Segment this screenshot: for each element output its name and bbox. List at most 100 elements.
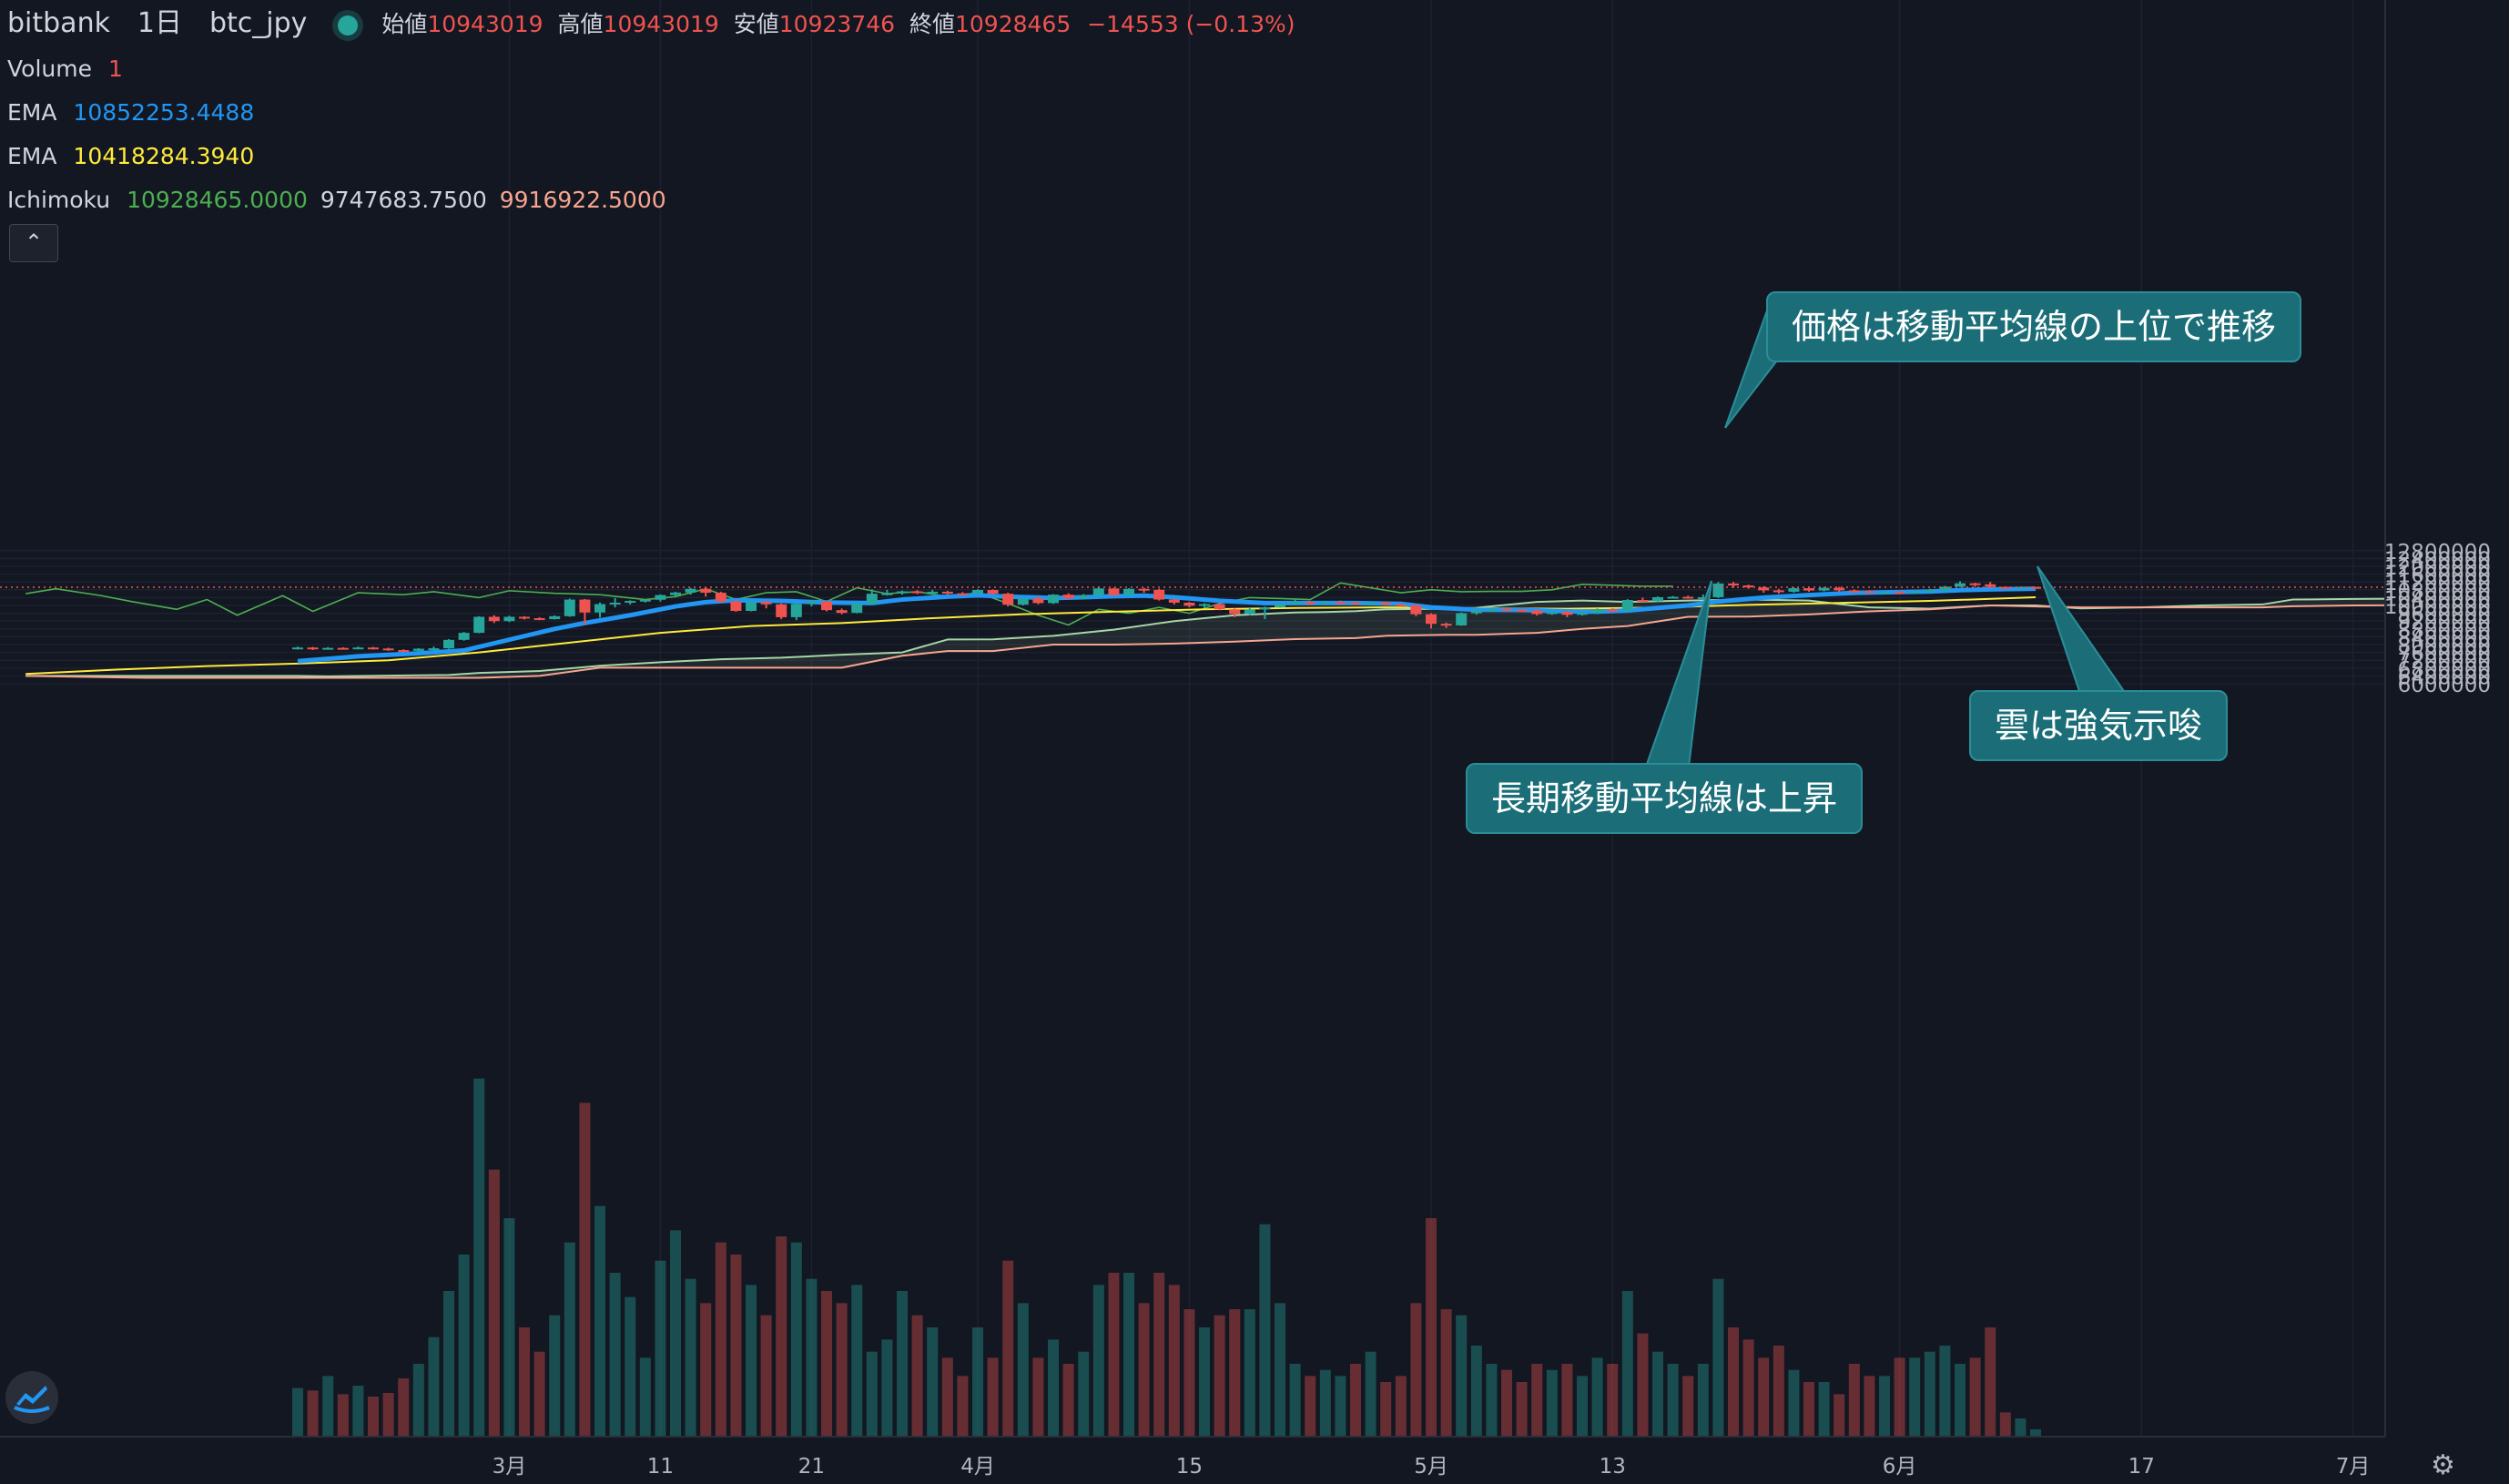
candle-body[interactable] — [1621, 599, 1633, 611]
candle-body[interactable] — [1516, 609, 1528, 612]
candle-body[interactable] — [1092, 588, 1104, 595]
candle-body[interactable] — [1350, 602, 1362, 605]
candle-body[interactable] — [1969, 583, 1981, 585]
candle-body[interactable] — [911, 591, 923, 594]
candle-body[interactable] — [1002, 594, 1014, 605]
candle-body[interactable] — [1531, 610, 1543, 615]
candle-body[interactable] — [564, 599, 575, 616]
candle-body[interactable] — [685, 588, 696, 593]
candle-body[interactable] — [836, 610, 848, 614]
interval-label[interactable]: 1日 — [137, 7, 183, 39]
candle-body[interactable] — [1048, 595, 1060, 604]
time-axis[interactable]: 3月11214月155月136月177月15 — [0, 1436, 2509, 1484]
candle-body[interactable] — [1894, 591, 1905, 594]
candle-body[interactable] — [1199, 604, 1211, 606]
candle-body[interactable] — [307, 647, 319, 650]
candle-body[interactable] — [1017, 598, 1029, 605]
candle-body[interactable] — [2015, 586, 2026, 589]
candle-body[interactable] — [503, 616, 515, 622]
candle-body[interactable] — [1909, 591, 1921, 594]
candle-body[interactable] — [609, 602, 621, 605]
candle-body[interactable] — [1183, 602, 1195, 606]
candle-body[interactable] — [412, 648, 424, 651]
candle-body[interactable] — [821, 601, 833, 611]
candle-body[interactable] — [851, 603, 863, 614]
candle-body[interactable] — [1924, 590, 1935, 593]
ema-short-legend[interactable]: EMA 10852253.4488 — [7, 91, 254, 135]
price-axis[interactable]: 1280000012400000120000001160000011200000… — [2384, 0, 2509, 1484]
candle-body[interactable] — [382, 648, 394, 651]
candle-body[interactable] — [1501, 608, 1513, 611]
candle-body[interactable] — [625, 601, 636, 604]
candle-body[interactable] — [398, 650, 410, 653]
candle-body[interactable] — [1834, 587, 1845, 591]
candle-body[interactable] — [806, 601, 818, 605]
candle-body[interactable] — [1244, 609, 1255, 615]
candle-body[interactable] — [927, 591, 939, 594]
candle-body[interactable] — [1682, 596, 1694, 599]
candle-body[interactable] — [1470, 610, 1482, 614]
candlesticks[interactable] — [292, 581, 2042, 653]
candle-body[interactable] — [458, 633, 470, 640]
candle-body[interactable] — [473, 616, 485, 634]
candle-body[interactable] — [1062, 595, 1074, 599]
candle-body[interactable] — [1667, 596, 1679, 599]
candle-body[interactable] — [1259, 607, 1271, 610]
candle-body[interactable] — [1955, 583, 1966, 587]
candle-body[interactable] — [655, 595, 666, 600]
volume-legend[interactable]: Volume 1 — [7, 47, 123, 91]
candle-body[interactable] — [1456, 613, 1468, 625]
candle-body[interactable] — [1486, 608, 1498, 611]
candle-body[interactable] — [1319, 602, 1331, 605]
candle-body[interactable] — [1214, 604, 1225, 610]
candle-body[interactable] — [1758, 587, 1770, 591]
candle-body[interactable] — [730, 601, 742, 612]
candle-body[interactable] — [1426, 614, 1437, 625]
candle-body[interactable] — [549, 615, 561, 620]
candle-body[interactable] — [881, 593, 893, 595]
candle-body[interactable] — [1939, 586, 1951, 591]
settings-gear-icon[interactable]: ⚙ — [2431, 1449, 2455, 1481]
candle-body[interactable] — [1123, 588, 1135, 595]
candle-body[interactable] — [1440, 624, 1452, 626]
candle-body[interactable] — [1818, 587, 1830, 591]
exchange-name[interactable]: bitbank — [7, 7, 110, 39]
candle-body[interactable] — [1108, 588, 1120, 595]
candle-body[interactable] — [352, 647, 364, 650]
candle-body[interactable] — [1289, 602, 1301, 605]
candle-body[interactable] — [670, 592, 682, 595]
candle-body[interactable] — [322, 647, 334, 650]
candle-body[interactable] — [760, 602, 772, 605]
candle-body[interactable] — [368, 647, 380, 650]
candle-body[interactable] — [700, 588, 712, 594]
candle-body[interactable] — [1561, 612, 1573, 615]
ema-long-legend[interactable]: EMA 10418284.3940 — [7, 135, 254, 178]
candle-body[interactable] — [1712, 583, 1724, 597]
candle-body[interactable] — [897, 591, 909, 594]
candle-body[interactable] — [594, 604, 606, 613]
candle-body[interactable] — [639, 599, 651, 602]
candle-body[interactable] — [1335, 602, 1346, 605]
candle-body[interactable] — [1153, 589, 1165, 600]
candle-body[interactable] — [1848, 590, 1860, 593]
candle-body[interactable] — [1577, 613, 1589, 615]
ichimoku-legend[interactable]: Ichimoku 10928465.0000 9747683.7500 9916… — [7, 178, 666, 222]
candle-body[interactable] — [1879, 591, 1891, 594]
candle-body[interactable] — [1229, 609, 1241, 615]
candle-body[interactable] — [1742, 585, 1754, 588]
candle-body[interactable] — [1380, 602, 1392, 605]
candle-body[interactable] — [533, 617, 545, 620]
candle-body[interactable] — [1168, 599, 1180, 603]
candle-body[interactable] — [443, 639, 455, 649]
candle-body[interactable] — [790, 604, 802, 617]
candle-body[interactable] — [1395, 604, 1407, 606]
candle-body[interactable] — [1652, 596, 1664, 602]
candle-body[interactable] — [292, 647, 304, 650]
candle-body[interactable] — [519, 616, 531, 619]
candle-body[interactable] — [1305, 602, 1316, 605]
candle-body[interactable] — [2030, 586, 2042, 589]
tradingview-logo-icon[interactable] — [5, 1371, 58, 1424]
candle-body[interactable] — [1546, 612, 1558, 615]
candle-body[interactable] — [428, 648, 440, 651]
candle-body[interactable] — [1803, 588, 1815, 591]
